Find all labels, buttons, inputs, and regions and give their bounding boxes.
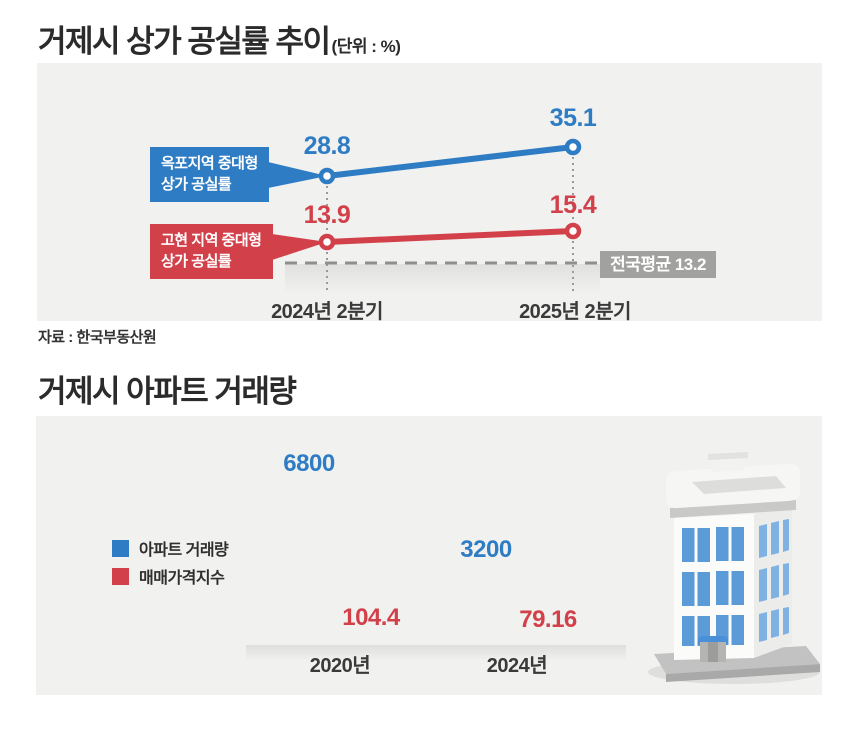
- gohyeon-point-2025: [564, 222, 582, 240]
- gohyeon-value-2025: 15.4: [549, 191, 597, 219]
- transactions-bar-chart: 아파트 거래량 매매가격지수 6800 104.4 3200 79.16 202…: [36, 416, 822, 695]
- volume-legend-swatch: [112, 539, 129, 557]
- data-source: 자료 : 한국부동산원: [38, 329, 157, 346]
- volume-legend-label: 아파트 거래량: [139, 542, 229, 559]
- category-label-2020: 2020년: [309, 655, 371, 677]
- index-legend-swatch: [112, 567, 129, 585]
- okpo-callout-line2: 상가 공실률: [161, 175, 232, 193]
- okpo-value-2024: 28.8: [303, 132, 351, 160]
- category-label-2024: 2024년: [486, 655, 548, 677]
- bar-value-index-2024: 79.16: [519, 606, 577, 633]
- x-label-2025q2: 2025년 2분기: [519, 301, 631, 323]
- building-icon: [648, 452, 820, 684]
- okpo-point-2025: [564, 138, 582, 156]
- vacancy-chart-title-text: 거제시 상가 공실률 추이: [38, 24, 331, 59]
- bar-value-index-2020: 104.4: [342, 604, 400, 631]
- okpo-callout-line1: 옥포지역 중대형: [161, 155, 258, 173]
- x-label-2024q2: 2024년 2분기: [271, 301, 383, 323]
- okpo-callout-pointer: [268, 162, 327, 188]
- index-legend-label: 매매가격지수: [139, 570, 225, 587]
- gohyeon-callout-line1: 고현 지역 중대형: [161, 232, 262, 250]
- gohyeon-callout-line2: 상가 공실률: [161, 252, 232, 270]
- vacancy-chart-title: 거제시 상가 공실률 추이 (단위 : %): [38, 16, 401, 61]
- bar-value-volume-2020: 6800: [283, 450, 335, 477]
- okpo-series-line: [326, 144, 574, 179]
- vacancy-line-chart: 옥포지역 중대형 상가 공실률 고현 지역 중대형 상가 공실률 28.8 35…: [37, 63, 822, 323]
- gohyeon-series-callout: 고현 지역 중대형 상가 공실률: [150, 224, 273, 279]
- bar-volume-2024: 3200: [460, 536, 512, 645]
- gohyeon-value-2024: 13.9: [303, 201, 351, 229]
- dashed-line-shadow: [285, 264, 600, 294]
- transactions-chart-title: 거제시 아파트 거래량: [38, 374, 297, 409]
- okpo-point-2024: [318, 167, 336, 185]
- bar-volume-2020: 6800: [283, 450, 335, 645]
- line-chart-canvas: [268, 138, 600, 292]
- national-average-badge: 전국평균 13.2: [600, 251, 716, 278]
- gohyeon-series-line: [326, 228, 574, 245]
- bar-index-2024: 79.16: [519, 606, 577, 645]
- okpo-series-callout: 옥포지역 중대형 상가 공실률: [150, 147, 269, 202]
- okpo-value-2025: 35.1: [549, 104, 597, 132]
- bar-baseline-shadow: [246, 645, 626, 661]
- legend-item-index: 매매가격지수: [112, 564, 225, 588]
- gohyeon-point-2024: [318, 233, 336, 251]
- legend-item-volume: 아파트 거래량: [112, 536, 229, 560]
- gohyeon-callout-pointer: [272, 234, 327, 260]
- vacancy-chart-unit: (단위 : %): [331, 37, 401, 56]
- bar-value-volume-2024: 3200: [460, 536, 512, 563]
- bar-index-2020: 104.4: [342, 604, 400, 645]
